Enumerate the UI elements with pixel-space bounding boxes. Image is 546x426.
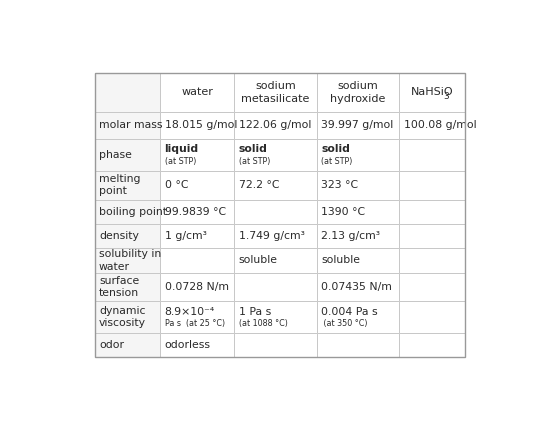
Text: 72.2 °C: 72.2 °C xyxy=(239,180,279,190)
Text: 122.06 g/mol: 122.06 g/mol xyxy=(239,120,311,130)
Bar xyxy=(399,112,465,139)
Bar xyxy=(94,73,161,112)
Bar xyxy=(234,248,317,273)
Bar xyxy=(94,333,161,357)
Bar xyxy=(234,73,317,112)
Bar xyxy=(161,273,234,301)
Text: phase: phase xyxy=(99,150,132,160)
Text: solid: solid xyxy=(239,144,268,154)
Bar xyxy=(94,171,161,200)
Text: 1 g/cm³: 1 g/cm³ xyxy=(164,230,206,241)
Bar xyxy=(317,73,399,112)
Bar xyxy=(94,224,161,248)
Text: 99.9839 °C: 99.9839 °C xyxy=(164,207,225,217)
Bar xyxy=(317,139,399,171)
Text: 1 Pa s: 1 Pa s xyxy=(239,307,271,317)
Text: 3: 3 xyxy=(443,92,449,101)
Bar xyxy=(399,171,465,200)
Bar xyxy=(94,73,465,357)
Bar xyxy=(317,333,399,357)
Bar xyxy=(94,273,161,301)
Text: 1390 °C: 1390 °C xyxy=(321,207,365,217)
Bar xyxy=(234,139,317,171)
Bar xyxy=(234,301,317,333)
Text: 39.997 g/mol: 39.997 g/mol xyxy=(321,120,393,130)
Bar xyxy=(94,112,161,139)
Text: solubility in
water: solubility in water xyxy=(99,249,161,272)
Text: sodium
hydroxide: sodium hydroxide xyxy=(330,81,386,104)
Bar xyxy=(317,273,399,301)
Bar xyxy=(94,139,161,171)
Text: 0.0728 N/m: 0.0728 N/m xyxy=(164,282,229,292)
Bar xyxy=(161,171,234,200)
Bar xyxy=(317,301,399,333)
Bar xyxy=(234,200,317,224)
Text: (at 1088 °C): (at 1088 °C) xyxy=(239,319,287,328)
Bar xyxy=(234,333,317,357)
Bar xyxy=(234,273,317,301)
Text: liquid: liquid xyxy=(164,144,199,154)
Bar xyxy=(317,200,399,224)
Text: 0.07435 N/m: 0.07435 N/m xyxy=(321,282,392,292)
Bar xyxy=(161,224,234,248)
Text: NaHSiO: NaHSiO xyxy=(411,87,454,98)
Text: surface
tension: surface tension xyxy=(99,276,139,298)
Text: boiling point: boiling point xyxy=(99,207,167,217)
Bar xyxy=(234,224,317,248)
Bar xyxy=(161,73,234,112)
Text: water: water xyxy=(181,87,213,98)
Text: sodium
metasilicate: sodium metasilicate xyxy=(241,81,310,104)
Text: (at 350 °C): (at 350 °C) xyxy=(321,319,367,328)
Bar xyxy=(161,200,234,224)
Text: 2.13 g/cm³: 2.13 g/cm³ xyxy=(321,230,380,241)
Bar xyxy=(317,224,399,248)
Bar xyxy=(161,112,234,139)
Text: 8.9×10⁻⁴: 8.9×10⁻⁴ xyxy=(164,307,215,317)
Bar xyxy=(94,248,161,273)
Bar xyxy=(317,248,399,273)
Bar xyxy=(94,200,161,224)
Text: 323 °C: 323 °C xyxy=(321,180,358,190)
Text: dynamic
viscosity: dynamic viscosity xyxy=(99,306,146,328)
Bar xyxy=(399,139,465,171)
Bar xyxy=(94,301,161,333)
Bar xyxy=(399,301,465,333)
Bar xyxy=(161,139,234,171)
Text: (at STP): (at STP) xyxy=(164,157,196,166)
Bar xyxy=(399,248,465,273)
Bar xyxy=(399,73,465,112)
Bar xyxy=(399,333,465,357)
Bar xyxy=(399,224,465,248)
Text: Pa s  (at 25 °C): Pa s (at 25 °C) xyxy=(164,319,224,328)
Bar xyxy=(161,301,234,333)
Text: solid: solid xyxy=(321,144,350,154)
Text: 0 °C: 0 °C xyxy=(164,180,188,190)
Bar xyxy=(161,248,234,273)
Text: (at STP): (at STP) xyxy=(239,157,270,166)
Text: (at STP): (at STP) xyxy=(321,157,353,166)
Text: soluble: soluble xyxy=(321,256,360,265)
Text: 100.08 g/mol: 100.08 g/mol xyxy=(403,120,476,130)
Text: molar mass: molar mass xyxy=(99,120,162,130)
Text: odorless: odorless xyxy=(164,340,211,350)
Text: odor: odor xyxy=(99,340,124,350)
Text: 1.749 g/cm³: 1.749 g/cm³ xyxy=(239,230,305,241)
Text: soluble: soluble xyxy=(239,256,277,265)
Text: 18.015 g/mol: 18.015 g/mol xyxy=(164,120,237,130)
Text: 0.004 Pa s: 0.004 Pa s xyxy=(321,307,378,317)
Bar xyxy=(317,171,399,200)
Bar xyxy=(234,171,317,200)
Bar xyxy=(161,333,234,357)
Text: melting
point: melting point xyxy=(99,174,140,196)
Bar xyxy=(399,200,465,224)
Text: density: density xyxy=(99,230,139,241)
Bar xyxy=(399,273,465,301)
Bar xyxy=(317,112,399,139)
Bar xyxy=(234,112,317,139)
